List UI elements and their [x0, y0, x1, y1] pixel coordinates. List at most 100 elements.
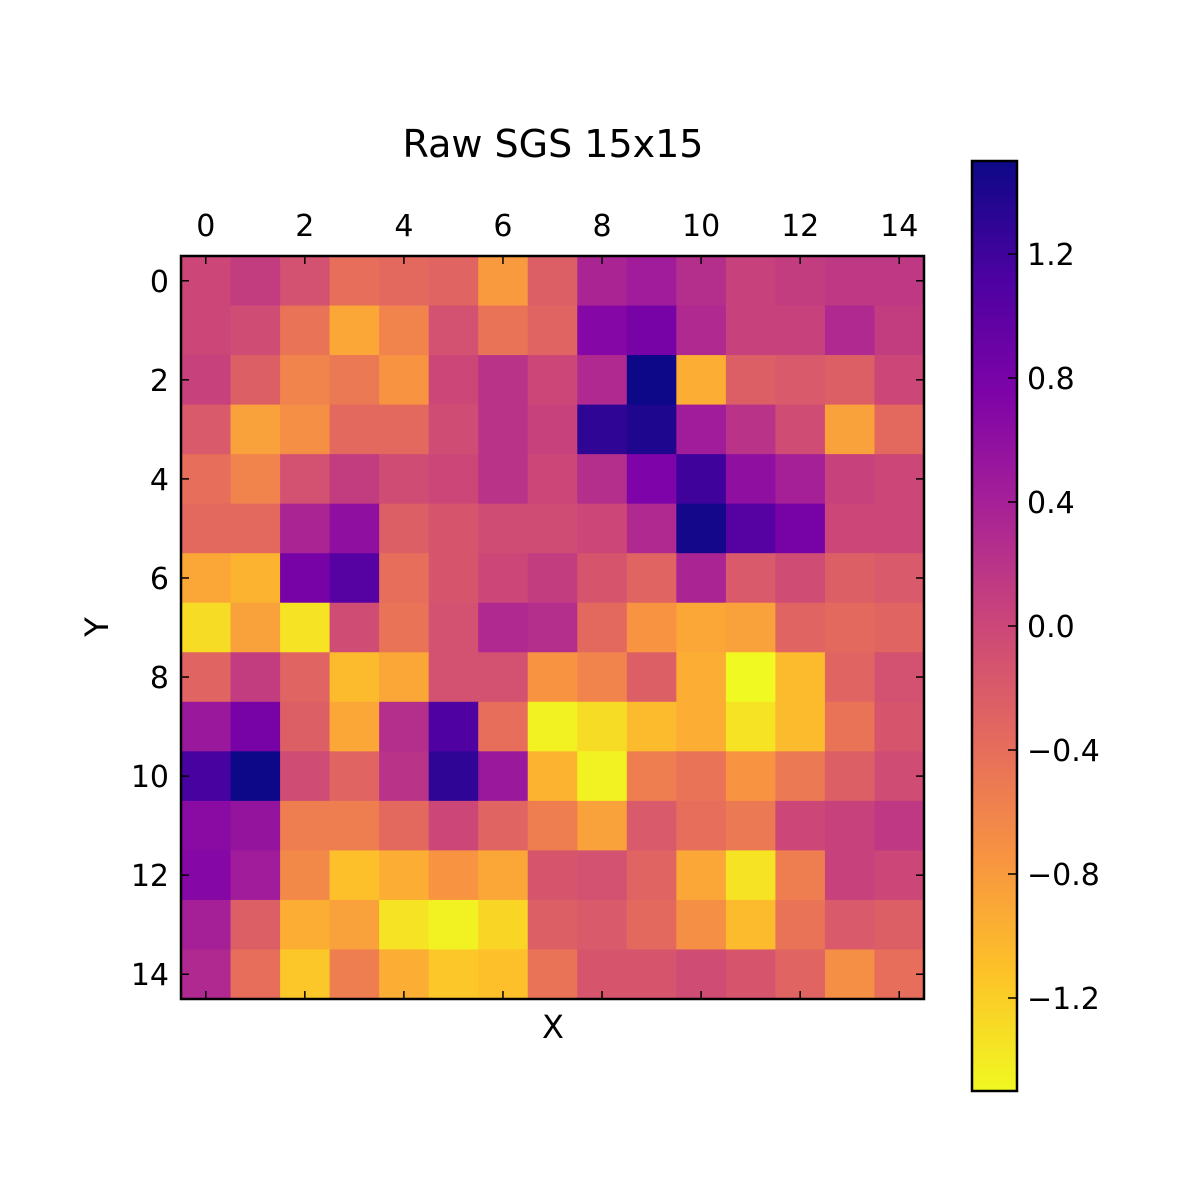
heatmap-cell: [775, 850, 826, 901]
heatmap-cell: [775, 305, 826, 356]
colorbar-tick-label: −1.2: [1027, 982, 1100, 1017]
heatmap-cell: [824, 850, 876, 901]
heatmap-cells: [181, 256, 925, 1000]
heatmap-cell: [181, 355, 232, 406]
heatmap-cell: [676, 602, 727, 653]
heatmap-cell: [379, 355, 430, 406]
heatmap-cell: [676, 701, 727, 752]
heatmap-cell: [626, 454, 677, 505]
heatmap-cell: [230, 503, 281, 554]
heatmap-cell: [725, 800, 776, 851]
heatmap-cell: [181, 800, 232, 851]
heatmap-cell: [478, 454, 529, 505]
heatmap-cell: [428, 553, 479, 604]
heatmap-cell: [428, 454, 479, 505]
heatmap-cell: [478, 305, 529, 356]
heatmap-cell: [725, 503, 776, 554]
heatmap-cell: [280, 454, 331, 505]
heatmap-cell: [874, 305, 925, 356]
y-tick-label: 6: [150, 562, 169, 597]
heatmap-cell: [181, 553, 232, 604]
heatmap-cell: [280, 355, 331, 406]
x-tick-label: 12: [781, 209, 819, 244]
heatmap-cell: [478, 503, 529, 554]
colorbar-tick-label: −0.8: [1027, 858, 1100, 893]
heatmap-cell: [379, 602, 430, 653]
heatmap-cell: [577, 553, 628, 604]
heatmap-cell: [626, 602, 677, 653]
heatmap-cell: [577, 850, 628, 901]
heatmap-cell: [527, 701, 578, 752]
heatmap-cell: [577, 602, 628, 653]
heatmap-cell: [725, 404, 776, 455]
heatmap-cell: [428, 602, 479, 653]
y-tick-label: 12: [131, 859, 169, 894]
heatmap-cell: [725, 256, 776, 307]
heatmap-cell: [676, 553, 727, 604]
heatmap-cell: [527, 503, 578, 554]
heatmap-cell: [280, 652, 331, 703]
heatmap-cell: [577, 355, 628, 406]
heatmap-cell: [329, 355, 380, 406]
x-axis-ticks: 0 2 4 6 8 10 12 14: [196, 209, 918, 999]
heatmap-cell: [329, 751, 380, 802]
heatmap-cell: [626, 503, 677, 554]
heatmap-cell: [329, 404, 380, 455]
heatmap-cell: [676, 454, 727, 505]
heatmap-cell: [230, 355, 281, 406]
heatmap-cell: [230, 850, 281, 901]
heatmap-cell: [478, 256, 529, 307]
heatmap-cell: [824, 602, 876, 653]
heatmap-cell: [626, 256, 677, 307]
heatmap-cell: [181, 602, 232, 653]
heatmap-cell: [329, 305, 380, 356]
heatmap-cell: [478, 899, 529, 951]
heatmap-cell: [280, 800, 331, 851]
heatmap-cell: [725, 602, 776, 653]
heatmap-cell: [577, 404, 628, 455]
heatmap-cell: [676, 899, 727, 951]
heatmap-cell: [280, 701, 331, 752]
heatmap-cell: [478, 701, 529, 752]
heatmap-cell: [230, 701, 281, 752]
heatmap-cell: [329, 850, 380, 901]
heatmap-cell: [379, 701, 430, 752]
x-tick-label: 10: [682, 209, 720, 244]
heatmap-cell: [379, 503, 430, 554]
heatmap-cell: [329, 256, 380, 307]
heatmap-cell: [626, 652, 677, 703]
heatmap-cell: [577, 652, 628, 703]
heatmap-cell: [181, 305, 232, 356]
heatmap-cell: [230, 899, 281, 951]
heatmap-cell: [527, 553, 578, 604]
heatmap-cell: [478, 800, 529, 851]
heatmap-cell: [379, 256, 430, 307]
heatmap-cell: [824, 553, 876, 604]
heatmap-cell: [577, 701, 628, 752]
y-tick-label: 0: [150, 265, 169, 300]
plot-frame: [179, 254, 926, 1001]
heatmap-cell: [725, 701, 776, 752]
heatmap-cell: [527, 404, 578, 455]
heatmap-cell: [577, 305, 628, 356]
heatmap-cell: [626, 850, 677, 901]
heatmap-cell: [824, 305, 876, 356]
heatmap-cell: [775, 701, 826, 752]
heatmap-cell: [379, 800, 430, 851]
heatmap-cell: [824, 404, 876, 455]
heatmap-cell: [626, 751, 677, 802]
heatmap-cell: [676, 800, 727, 851]
heatmap-cell: [527, 256, 578, 307]
heatmap-cell: [230, 949, 281, 1000]
heatmap-cell: [329, 652, 380, 703]
heatmap-cell: [577, 454, 628, 505]
heatmap-cell: [280, 404, 331, 455]
heatmap-cell: [824, 355, 876, 406]
heatmap-cell: [775, 899, 826, 951]
y-tick-label: 8: [150, 661, 169, 696]
heatmap-cell: [478, 355, 529, 406]
heatmap-cell: [775, 404, 826, 455]
heatmap-cell: [329, 503, 380, 554]
heatmap-cell: [181, 454, 232, 505]
heatmap-cell: [230, 751, 281, 802]
